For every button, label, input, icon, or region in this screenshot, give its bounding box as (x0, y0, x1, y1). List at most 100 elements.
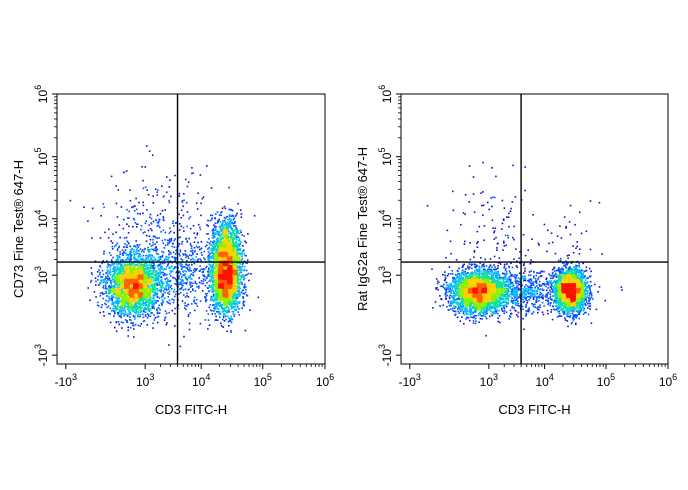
event-dot (230, 331, 232, 333)
event-dot (156, 321, 159, 324)
event-dot (120, 292, 123, 295)
event-dot (187, 296, 190, 298)
event-dot (113, 264, 115, 266)
event-dot (233, 315, 236, 317)
event-dot (219, 312, 221, 315)
event-dot (187, 303, 190, 306)
event-dot (236, 278, 238, 281)
event-dot (215, 263, 217, 265)
event-dot (154, 274, 157, 277)
event-dot (213, 306, 216, 308)
event-dot (110, 286, 112, 289)
event-dot (139, 305, 142, 307)
event-dot (221, 207, 224, 210)
event-dot (147, 301, 149, 303)
event-dot (195, 298, 198, 301)
event-dot (233, 247, 236, 250)
event-dot (239, 243, 242, 245)
event-dot (139, 325, 141, 327)
event-dot (189, 281, 191, 284)
event-dot (208, 306, 211, 309)
event-dot (178, 213, 180, 216)
event-dot (213, 257, 216, 260)
event-dot (147, 305, 149, 307)
event-dot (185, 308, 187, 311)
event-dot (96, 271, 99, 273)
event-dot (131, 275, 133, 278)
event-dot (222, 326, 224, 328)
event-dot (126, 300, 128, 303)
event-dot (208, 247, 210, 249)
event-dot (148, 281, 151, 284)
event-dot (177, 237, 180, 239)
event-dot (135, 197, 137, 200)
event-dot (118, 281, 121, 283)
event-dot (145, 240, 148, 242)
event-dot (127, 307, 129, 310)
event-dot (236, 297, 239, 299)
event-dot (144, 279, 146, 282)
event-dot (215, 285, 218, 287)
event-dot (132, 322, 135, 324)
event-dot (134, 264, 136, 266)
event-dot (101, 276, 104, 278)
event-dot (160, 271, 163, 274)
event-dot (145, 262, 148, 265)
event-dot (208, 280, 211, 282)
event-dot (244, 283, 246, 286)
event-dot (116, 296, 118, 299)
event-dot (241, 283, 243, 285)
event-dot (118, 276, 121, 279)
event-dot (133, 262, 135, 264)
event-dot (134, 323, 137, 326)
event-dot (236, 304, 239, 306)
event-dot (237, 285, 239, 287)
event-dot (184, 296, 187, 298)
event-dot (142, 204, 145, 207)
event-dot (218, 247, 220, 250)
event-dot (216, 245, 218, 247)
event-dot (194, 267, 196, 270)
event-dot (231, 222, 233, 225)
event-dot (242, 274, 244, 276)
event-dot (216, 277, 219, 280)
event-dot (111, 263, 113, 266)
event-dot (211, 281, 214, 284)
event-dot (132, 217, 135, 220)
event-dot (114, 272, 116, 275)
event-dot (160, 278, 163, 281)
event-dot (126, 305, 129, 308)
event-dot (121, 284, 123, 287)
event-dot (120, 264, 123, 266)
event-dot (148, 259, 150, 261)
event-dot (172, 242, 174, 245)
event-dot (207, 257, 209, 260)
event-dot (165, 280, 167, 283)
event-dot (143, 286, 146, 288)
event-dot (166, 264, 169, 267)
event-dot (237, 232, 239, 234)
event-dot (107, 275, 109, 278)
event-dot (108, 296, 111, 299)
event-dot (153, 256, 155, 258)
event-dot (239, 293, 242, 296)
event-dot (177, 276, 180, 279)
event-dot (113, 310, 116, 313)
event-dot (210, 298, 212, 300)
event-dot (190, 270, 192, 272)
event-dot (146, 145, 148, 147)
event-dot (156, 284, 159, 286)
event-dot (116, 249, 119, 252)
event-dot (161, 296, 163, 298)
event-dot (200, 241, 203, 243)
event-dot (124, 290, 126, 293)
event-dot (212, 229, 214, 231)
event-dot (189, 254, 191, 256)
event-dot (233, 292, 236, 295)
event-dot (220, 244, 223, 247)
event-dot (230, 306, 233, 308)
event-dot (152, 327, 154, 329)
event-dot (161, 266, 163, 268)
event-dot (228, 303, 231, 306)
event-dot (214, 284, 217, 286)
